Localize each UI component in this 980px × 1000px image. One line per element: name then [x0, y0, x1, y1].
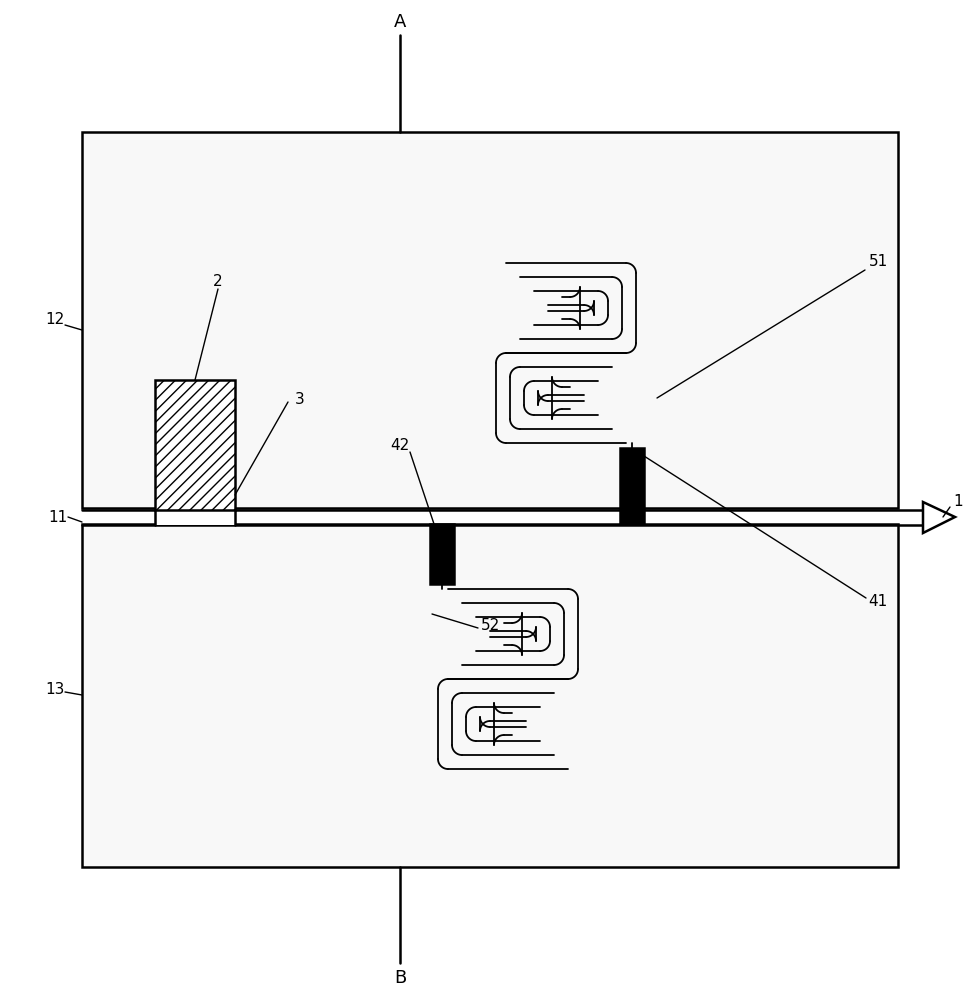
Text: 42: 42	[390, 438, 410, 452]
Text: 52: 52	[480, 617, 500, 633]
Polygon shape	[923, 502, 955, 533]
Bar	[82, 132, 898, 508]
Bar	[430, 524, 454, 584]
Text: 1: 1	[954, 494, 962, 510]
Text: 12: 12	[45, 312, 65, 328]
Text: 2: 2	[214, 274, 222, 290]
Text: A: A	[394, 13, 406, 31]
Text: 51: 51	[868, 254, 888, 269]
Bar	[82, 524, 898, 867]
Text: B: B	[394, 969, 406, 987]
Text: 13: 13	[45, 682, 65, 698]
Text: 11: 11	[48, 510, 68, 524]
Text: 41: 41	[868, 594, 888, 609]
Bar	[155, 510, 235, 525]
Bar	[155, 380, 235, 510]
Bar	[620, 448, 644, 523]
Text: 3: 3	[295, 392, 305, 408]
